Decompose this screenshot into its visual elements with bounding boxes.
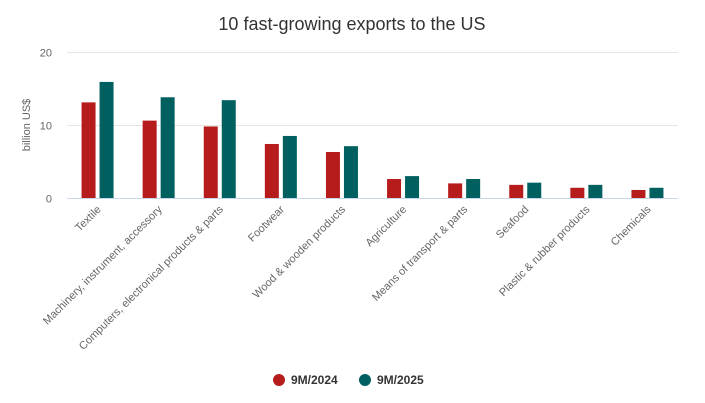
gridlines [67,52,678,126]
x-tick-label: Chemicals [609,203,654,248]
bar-9m-2025 [221,100,236,198]
bar-9m-2024 [448,183,463,198]
bar-9m-2024 [264,143,279,198]
legend-label: 9M/2025 [377,373,424,387]
bar-9m-2025 [282,135,297,198]
bar-9m-2025 [99,81,114,198]
bar-9m-2025 [649,187,664,198]
y-tick-label: 0 [46,194,52,206]
chart-title: 10 fast-growing exports to the US [218,14,485,34]
x-tick-label: Machinery, instrument, accessory [41,203,165,327]
bar-9m-2025 [405,176,420,198]
y-tick-label: 20 [40,48,52,60]
bar-9m-2024 [631,189,646,198]
bar-9m-2024 [325,152,340,198]
bar-9m-2025 [160,97,175,198]
x-tick-label: Computers, electronical products & parts [77,203,226,352]
bar-9m-2025 [466,179,481,198]
x-tick-label: Footwear [246,203,287,244]
bar-9m-2025 [343,146,358,198]
bar-9m-2024 [570,187,585,198]
bar-9m-2024 [81,102,96,198]
bar-9m-2024 [203,126,218,198]
legend: 9M/2024 9M/2025 [273,373,424,387]
bar-9m-2025 [527,182,542,198]
bar-9m-2024 [387,179,402,198]
y-axis-ticks: 0 10 20 [40,48,52,206]
y-tick-label: 10 [40,121,52,133]
legend-swatch [273,374,285,386]
bar-9m-2025 [588,184,603,198]
bars [81,81,664,198]
legend-swatch [359,374,371,386]
x-tick-label: Agriculture [364,204,410,250]
x-tick-label: Textile [73,204,104,235]
y-axis-label: billion US$ [21,99,33,152]
bar-9m-2024 [142,120,157,198]
bar-9m-2024 [509,184,524,198]
x-tick-label: Seafood [494,204,531,241]
legend-label: 9M/2024 [291,373,338,387]
